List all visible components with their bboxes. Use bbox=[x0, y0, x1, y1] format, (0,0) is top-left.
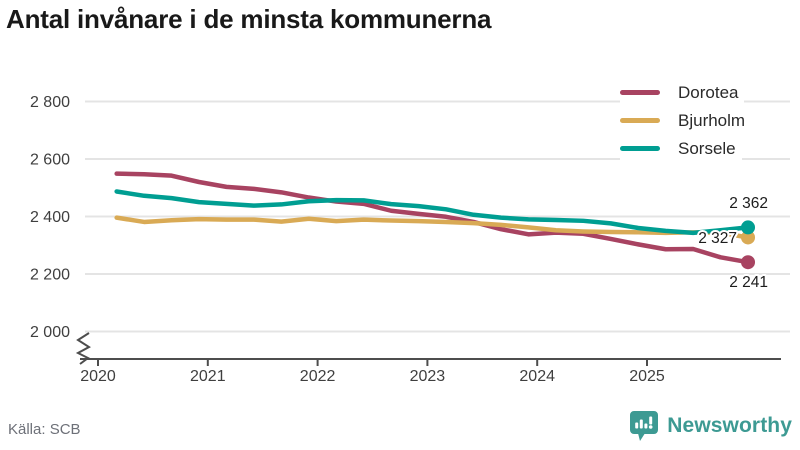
y-axis: 2 800 2 600 2 400 2 200 2 000 bbox=[30, 94, 70, 341]
legend-label: Sorsele bbox=[678, 138, 736, 158]
x-tick-label: 2020 bbox=[80, 368, 116, 385]
legend-swatch-sorsele bbox=[620, 145, 660, 151]
legend-label: Bjurholm bbox=[678, 110, 746, 130]
legend-item-bjurholm: Bjurholm bbox=[620, 106, 752, 134]
x-axis: 2020 2021 2022 2023 2024 2025 bbox=[75, 332, 781, 385]
y-tick-label: 2 600 bbox=[30, 152, 70, 169]
value-label-sorsele: 2 362 bbox=[729, 195, 768, 212]
x-tick-label: 2023 bbox=[410, 368, 446, 385]
x-tick-marks bbox=[97, 359, 648, 366]
source-credit: Källa: SCB bbox=[8, 421, 81, 438]
value-label-dorotea: 2 241 bbox=[729, 274, 768, 291]
legend: Dorotea Bjurholm Sorsele bbox=[620, 78, 752, 162]
axis-break-icon bbox=[75, 332, 91, 365]
legend-item-dorotea: Dorotea bbox=[620, 78, 745, 106]
x-tick-label: 2025 bbox=[629, 368, 665, 385]
y-tick-label: 2 200 bbox=[30, 267, 70, 284]
end-dot-sorsele bbox=[741, 220, 756, 235]
x-tick-label: 2021 bbox=[190, 368, 226, 385]
y-tick-label: 2 000 bbox=[30, 324, 70, 341]
brand-name: Newsworthy bbox=[667, 414, 792, 437]
brand-logo: Newsworthy bbox=[629, 410, 792, 442]
series-lines bbox=[114, 171, 751, 265]
x-tick-label: 2022 bbox=[300, 368, 336, 385]
legend-swatch-dorotea bbox=[620, 89, 660, 95]
series-line-bjurholm bbox=[114, 215, 751, 240]
legend-swatch-bjurholm bbox=[620, 117, 660, 123]
value-label-bjurholm: 2 327 bbox=[698, 230, 737, 247]
legend-label: Dorotea bbox=[678, 82, 739, 102]
mini-bar-chart-glyph bbox=[635, 416, 653, 429]
end-dot-dorotea bbox=[741, 255, 756, 270]
end-value-labels: 2 362 2 327 2 241 bbox=[696, 193, 770, 293]
legend-item-sorsele: Sorsele bbox=[620, 134, 742, 162]
end-dot-bjurholm bbox=[741, 230, 756, 245]
series-line-dorotea bbox=[114, 171, 751, 265]
series-line-sorsele bbox=[114, 189, 751, 236]
newsworthy-bubble-icon bbox=[630, 411, 659, 441]
y-tick-label: 2 800 bbox=[30, 94, 70, 111]
y-tick-label: 2 400 bbox=[30, 209, 70, 226]
series-end-dots bbox=[741, 220, 756, 270]
x-tick-label: 2024 bbox=[519, 368, 555, 385]
chart-title: Antal invånare i de minsta kommunerna bbox=[6, 4, 492, 34]
